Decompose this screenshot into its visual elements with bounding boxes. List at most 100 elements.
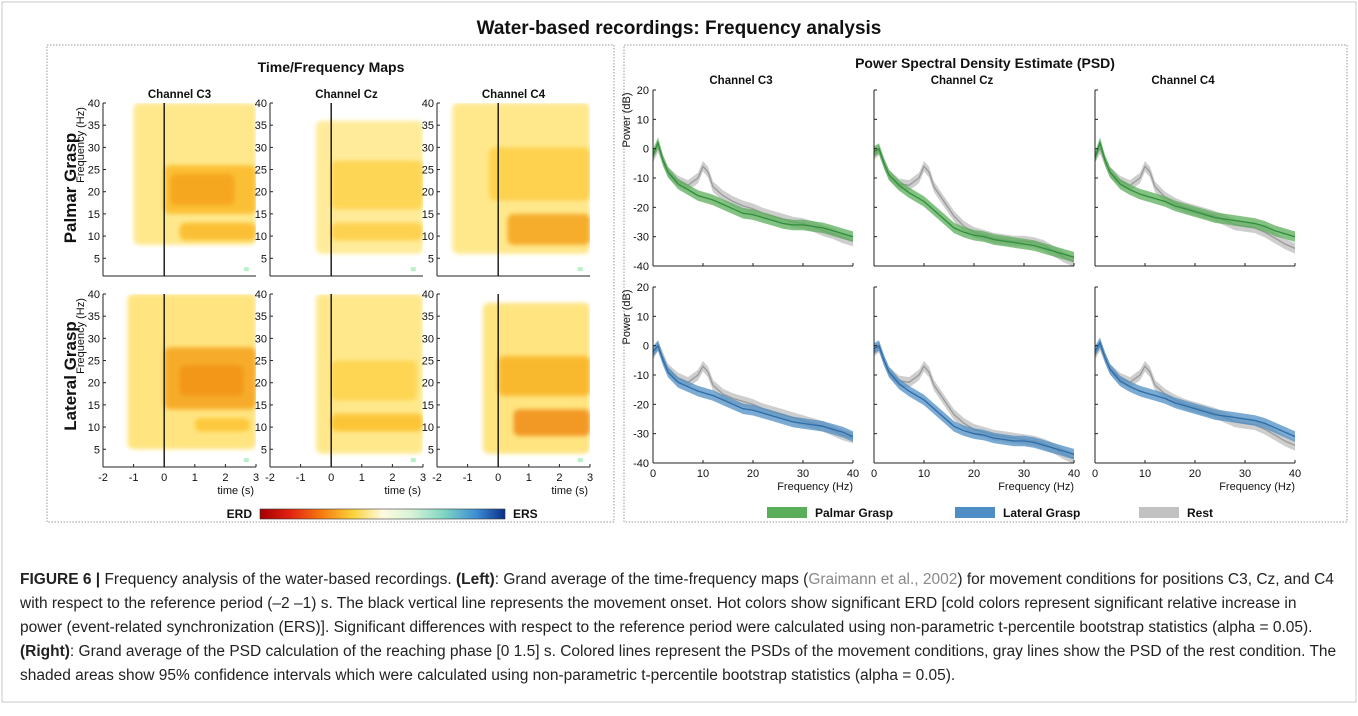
legend-label: Palmar Grasp [815, 506, 893, 520]
caption-label: FIGURE 6 | [20, 571, 101, 588]
caption-citation[interactable]: Graimann et al., 2002 [808, 571, 958, 588]
psd-y-tick-label: 10 [637, 114, 649, 126]
tf-y-tick-label: 20 [422, 187, 434, 199]
psd-y-tick-label: 10 [637, 311, 649, 323]
tf-y-tick-label: 15 [88, 400, 100, 412]
psd-y-tick-label: 20 [637, 85, 649, 97]
psd-ci-band [653, 340, 853, 442]
psd-x-tick-label: 10 [918, 468, 930, 480]
row-label-1: Lateral Grasp [61, 321, 80, 431]
tf-y-tick-label: 35 [88, 311, 100, 323]
figure-caption: FIGURE 6 | Frequency analysis of the wat… [20, 568, 1338, 688]
tf-x-tick-label: 2 [389, 472, 395, 484]
psd-x-label: Frequency (Hz) [777, 481, 853, 493]
tf-y-tick-label: 15 [422, 209, 434, 221]
tf-blob [331, 413, 423, 432]
caption-part-4: : Grand average of the PSD calculation o… [20, 643, 1337, 684]
tf-blob [194, 418, 250, 432]
tf-y-tick-label: 5 [261, 253, 267, 265]
psd-x-tick-label: 10 [1139, 468, 1151, 480]
legend-item-2: Rest [1139, 506, 1213, 520]
psd-ci-band [653, 137, 853, 242]
psd-y-label: Power (dB) [621, 289, 633, 344]
tf-y-tick-label: 25 [88, 165, 100, 177]
tf-x-label: time (s) [384, 485, 421, 497]
psd-series-line [652, 140, 854, 238]
tf-channel-title: Channel C3 [148, 89, 211, 101]
psd-y-tick-label: 0 [643, 144, 649, 156]
tf-y-tick-label: 5 [428, 253, 434, 265]
tf-y-label: Frequency (Hz) [75, 298, 87, 374]
tf-y-tick-label: 40 [422, 289, 434, 301]
figure-border [1, 1, 1357, 703]
tf-y-tick-label: 40 [255, 289, 267, 301]
psd-x-tick-label: 0 [650, 468, 656, 480]
tf-y-tick-label: 30 [255, 333, 267, 345]
tf-y-tick-label: 35 [88, 120, 100, 132]
psd-y-tick-label: -20 [633, 202, 649, 214]
tf-x-tick-label: 1 [192, 472, 198, 484]
tf-ers-speck [243, 458, 249, 463]
tf-y-tick-label: 10 [255, 231, 267, 243]
tf-blob [489, 147, 590, 201]
legend-swatch [767, 507, 807, 518]
tf-y-tick-label: 25 [255, 356, 267, 368]
tf-blob [513, 409, 590, 436]
tf-y-tick-label: 10 [88, 422, 100, 434]
psd-x-tick-label: 10 [697, 468, 709, 480]
legend-label: Lateral Grasp [1003, 506, 1080, 520]
psd-y-tick-label: -10 [633, 173, 649, 185]
psd-y-tick-label: 20 [637, 282, 649, 294]
tf-y-tick-label: 10 [422, 231, 434, 243]
tf-y-tick-label: 30 [255, 142, 267, 154]
psd-ci-band [1095, 337, 1295, 442]
caption-right-label: (Right) [20, 643, 70, 660]
tf-y-tick-label: 5 [94, 253, 100, 265]
tf-x-tick-label: 3 [253, 472, 259, 484]
psd-x-tick-label: 30 [1018, 468, 1030, 480]
psd-ci-band [874, 143, 1074, 263]
psd-series-line [873, 344, 1075, 455]
tf-map-0-1: 5 10 15 20 25 30 35 40 Channel Cz [255, 89, 423, 277]
figure-title: Water-based recordings: Frequency analys… [477, 18, 882, 39]
psd-ci-band [874, 340, 1074, 460]
tf-blob [331, 160, 423, 210]
psd-series-line [1094, 341, 1296, 438]
tf-x-tick-label: 3 [420, 472, 426, 484]
tf-x-tick-label: 3 [587, 472, 593, 484]
tf-x-tick-label: -1 [296, 472, 306, 484]
legend-label: Rest [1187, 506, 1213, 520]
tf-y-tick-label: 25 [422, 165, 434, 177]
psd-x-label: Frequency (Hz) [1219, 481, 1295, 493]
colorbar [259, 508, 506, 520]
tf-x-tick-label: 0 [495, 472, 501, 484]
right-panel-title: Power Spectral Density Estimate (PSD) [855, 55, 1115, 71]
tf-x-label: time (s) [551, 485, 588, 497]
colorbar-ers-label: ERS [513, 507, 538, 521]
psd-series-line [652, 344, 854, 438]
psd-x-tick-label: 40 [1068, 468, 1080, 480]
psd-x-tick-label: 20 [747, 468, 759, 480]
tf-blob [331, 222, 423, 241]
tf-y-tick-label: 5 [94, 444, 100, 456]
tf-y-tick-label: 15 [88, 209, 100, 221]
psd-ci-band [1095, 143, 1295, 254]
tf-y-tick-label: 20 [255, 187, 267, 199]
psd-y-tick-label: 0 [643, 341, 649, 353]
tf-x-tick-label: 0 [328, 472, 334, 484]
tf-y-tick-label: 35 [255, 311, 267, 323]
psd-y-tick-label: -20 [633, 399, 649, 411]
tf-blob [179, 364, 244, 397]
caption-left-label: (Left) [455, 571, 495, 588]
tf-y-tick-label: 20 [88, 378, 100, 390]
tf-x-tick-label: 2 [222, 472, 228, 484]
tf-y-tick-label: 10 [422, 422, 434, 434]
tf-map-area [452, 103, 590, 272]
legend-swatch [1139, 507, 1179, 518]
tf-x-tick-label: -2 [98, 472, 108, 484]
tf-blob [331, 360, 417, 401]
tf-y-tick-label: 40 [88, 289, 100, 301]
